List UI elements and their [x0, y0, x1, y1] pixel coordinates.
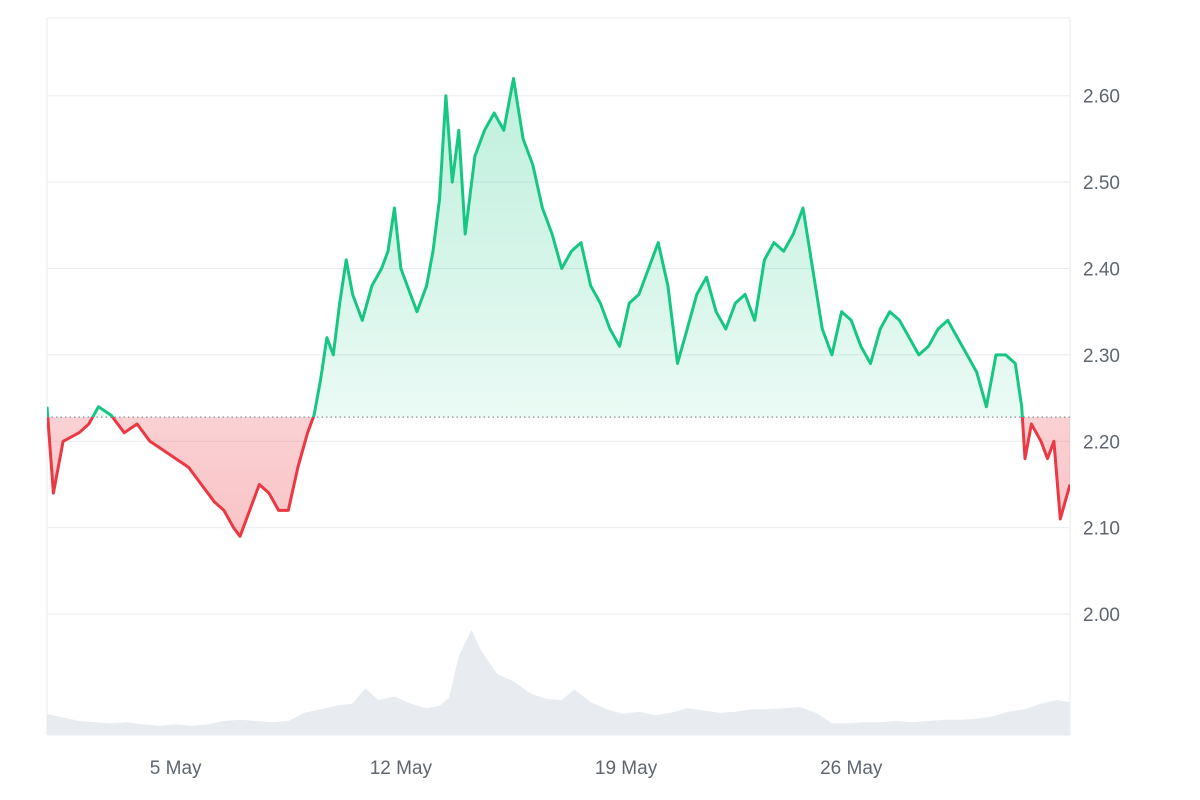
y-tick-label: 2.20 [1083, 432, 1120, 453]
y-tick-label: 2.60 [1083, 87, 1120, 108]
volume-layer [47, 630, 1070, 735]
volume-area [47, 630, 1070, 735]
x-tick-label: 5 May [150, 758, 202, 779]
y-tick-label: 2.10 [1083, 519, 1120, 540]
x-tick-label: 26 May [820, 758, 883, 779]
axis-labels: 2.00 2.10 2.20 2.30 2.40 2.50 2.60 5 May 12 May 1… [150, 87, 1120, 779]
price-line-layer [47, 77, 1070, 538]
y-tick-label: 2.40 [1083, 260, 1120, 281]
x-tick-label: 12 May [370, 758, 433, 779]
price-line-up [47, 77, 1024, 418]
price-area-layer [47, 78, 1070, 537]
price-line-down [47, 417, 1070, 538]
area-above-baseline [47, 78, 1070, 418]
y-tick-label: 2.50 [1083, 173, 1120, 194]
x-tick-label: 19 May [595, 758, 658, 779]
y-tick-label: 2.30 [1083, 346, 1120, 367]
y-tick-label: 2.00 [1083, 605, 1120, 626]
